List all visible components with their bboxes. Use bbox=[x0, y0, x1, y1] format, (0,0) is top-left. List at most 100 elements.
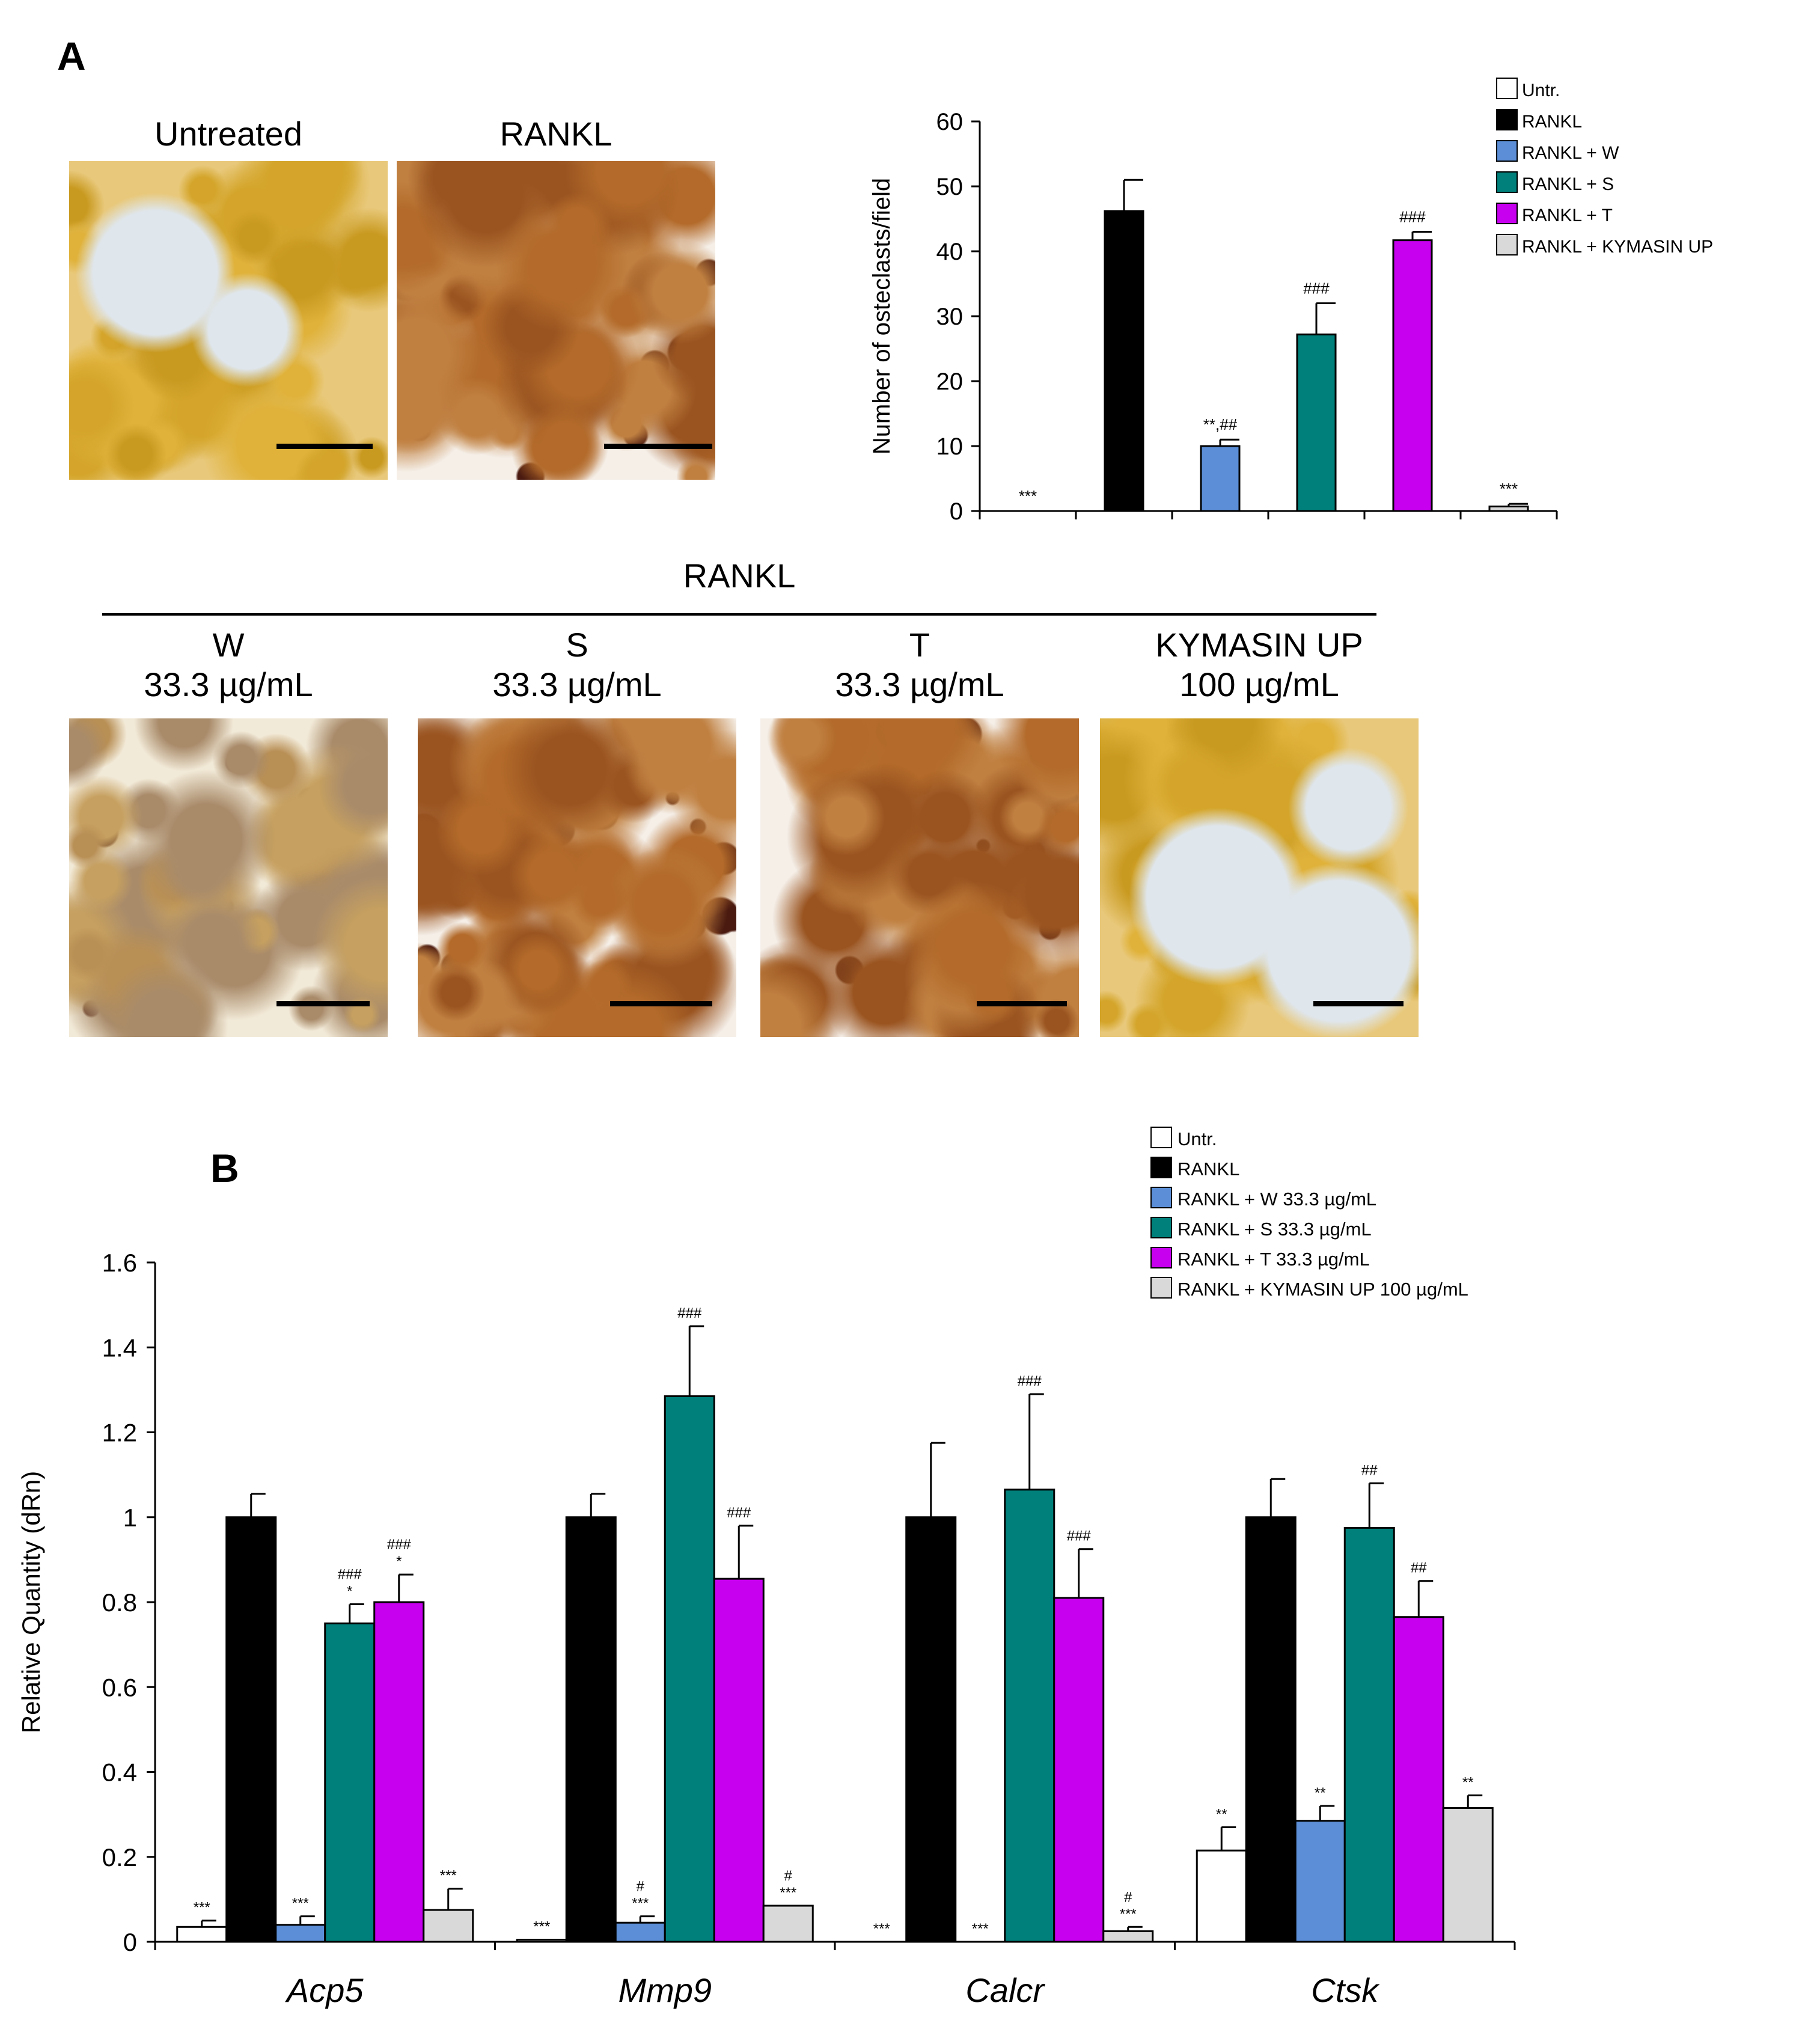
legend-label: Untr. bbox=[1522, 81, 1560, 100]
bar bbox=[1200, 445, 1241, 512]
y-tick-label: 1 bbox=[123, 1504, 137, 1532]
bar bbox=[762, 1905, 814, 1943]
significance-label: ### bbox=[727, 1505, 751, 1521]
bar bbox=[516, 1938, 567, 1943]
significance-label: ### bbox=[338, 1567, 362, 1583]
significance-label: *** bbox=[533, 1918, 550, 1935]
x-category-label: Acp5 bbox=[285, 1971, 364, 2009]
significance-label: ### bbox=[1303, 279, 1330, 297]
y-tick-label: 1.4 bbox=[102, 1333, 137, 1362]
bar bbox=[1343, 1526, 1395, 1943]
significance-label: ### bbox=[1399, 208, 1426, 226]
significance-label: # bbox=[1124, 1889, 1132, 1905]
legend-label: RANKL + S 33.3 µg/mL bbox=[1178, 1219, 1372, 1240]
y-tick-label: 0.4 bbox=[102, 1758, 137, 1787]
y-tick-label: 0.8 bbox=[102, 1588, 137, 1617]
chart-relative-quantity: 0 0.2 0.4 0.6 0.8 1 1.2 1.4 1.6 Relative Quantity… bbox=[17, 1127, 1516, 2009]
bar bbox=[1004, 1489, 1055, 1943]
y-axis-label: Number of osteclasts/field bbox=[869, 178, 895, 454]
significance-label: *** bbox=[780, 1885, 796, 1901]
x-category-label: Ctsk bbox=[1311, 1971, 1380, 2009]
significance-label: * bbox=[396, 1553, 402, 1570]
y-tick-label: 30 bbox=[936, 304, 964, 330]
significance-label: ### bbox=[1018, 1373, 1042, 1389]
bar bbox=[324, 1622, 376, 1943]
legend-label: RANKL + T 33.3 µg/mL bbox=[1178, 1249, 1370, 1270]
legend-swatch bbox=[1496, 234, 1518, 256]
scale-bar bbox=[1313, 1001, 1404, 1006]
bar bbox=[1393, 1616, 1444, 1943]
scale-bar bbox=[276, 444, 373, 449]
y-tick-label: 20 bbox=[936, 369, 964, 395]
y-tick-label: 0 bbox=[950, 498, 963, 525]
significance-label: *** bbox=[873, 1921, 890, 1937]
significance-label: **,## bbox=[1203, 415, 1238, 433]
bar bbox=[1294, 1820, 1346, 1943]
significance-label: *** bbox=[194, 1900, 210, 1916]
bar bbox=[713, 1577, 765, 1943]
significance-label: * bbox=[347, 1583, 352, 1600]
chart-osteoclast-count: 0 10 20 30 40 50 60 Number of osteclasts/field *… bbox=[869, 78, 1713, 525]
significance-label: *** bbox=[292, 1896, 309, 1912]
y-tick-label: 0 bbox=[123, 1928, 137, 1956]
legend-swatch bbox=[1150, 1277, 1172, 1299]
bar bbox=[275, 1924, 326, 1943]
micrograph-s bbox=[418, 718, 736, 1037]
micro-title-rankl: RANKL bbox=[499, 115, 612, 153]
significance-label: *** bbox=[440, 1868, 457, 1884]
group-label-rankl: RANKL bbox=[683, 557, 796, 595]
legend-swatch bbox=[1150, 1157, 1172, 1178]
panel-b-label: B bbox=[210, 1146, 239, 1190]
bar bbox=[1102, 1930, 1154, 1943]
y-tick-label: 60 bbox=[936, 109, 964, 135]
significance-label: *** bbox=[1500, 480, 1518, 498]
legend-swatch bbox=[1150, 1187, 1172, 1208]
bar bbox=[1392, 239, 1433, 512]
significance-label: *** bbox=[632, 1896, 649, 1912]
micro-title-s: S 33.3 µg/mL bbox=[492, 626, 662, 704]
bar bbox=[614, 1921, 666, 1943]
legend-swatch bbox=[1496, 203, 1518, 224]
y-tick-label: 1.6 bbox=[102, 1249, 137, 1277]
micrograph-t bbox=[760, 718, 1079, 1037]
significance-label: # bbox=[637, 1879, 645, 1895]
micro-title-untreated: Untreated bbox=[154, 115, 302, 153]
legend-label: RANKL + W bbox=[1522, 143, 1619, 163]
legend-label: RANKL + W 33.3 µg/mL bbox=[1178, 1189, 1376, 1210]
bar bbox=[1442, 1807, 1494, 1943]
legend-label: RANKL + S bbox=[1522, 174, 1614, 194]
y-axis-label: Relative Quantity (dRn) bbox=[17, 1471, 45, 1734]
micro-title-t: T 33.3 µg/mL bbox=[835, 626, 1004, 704]
bar bbox=[1053, 1597, 1105, 1943]
y-tick-label: 1.2 bbox=[102, 1419, 137, 1447]
y-tick-label: 10 bbox=[936, 433, 964, 460]
legend-swatch bbox=[1496, 140, 1518, 162]
significance-label: *** bbox=[1120, 1906, 1137, 1922]
micrograph-w bbox=[69, 718, 388, 1037]
micrograph-rankl bbox=[397, 161, 715, 480]
significance-label: ** bbox=[1315, 1785, 1326, 1801]
y-tick-label: 40 bbox=[936, 239, 964, 265]
bar bbox=[1104, 210, 1144, 512]
significance-label: ## bbox=[1411, 1560, 1427, 1576]
y-tick-label: 0.6 bbox=[102, 1673, 137, 1701]
x-category-label: Calcr bbox=[965, 1971, 1045, 2009]
micrograph-kymasin bbox=[1100, 718, 1419, 1037]
bar bbox=[373, 1601, 425, 1943]
legend-swatch bbox=[1496, 78, 1518, 99]
y-tick-label: 0.2 bbox=[102, 1843, 137, 1871]
legend-label: RANKL + KYMASIN UP 100 µg/mL bbox=[1178, 1279, 1468, 1300]
x-category-label: Mmp9 bbox=[618, 1971, 712, 2009]
micrograph-untreated bbox=[69, 161, 388, 480]
legend-swatch bbox=[1150, 1247, 1172, 1268]
significance-label: ** bbox=[1216, 1806, 1227, 1822]
panel-a-label: A bbox=[57, 34, 86, 78]
legend-label: RANKL bbox=[1522, 112, 1582, 132]
bar bbox=[905, 1516, 957, 1943]
legend-label: Untr. bbox=[1178, 1128, 1217, 1149]
bar bbox=[1296, 333, 1337, 512]
legend-swatch bbox=[1150, 1127, 1172, 1148]
significance-label: ** bbox=[1462, 1774, 1474, 1790]
bar bbox=[1245, 1516, 1297, 1943]
legend-label: RANKL + KYMASIN UP bbox=[1522, 237, 1713, 257]
